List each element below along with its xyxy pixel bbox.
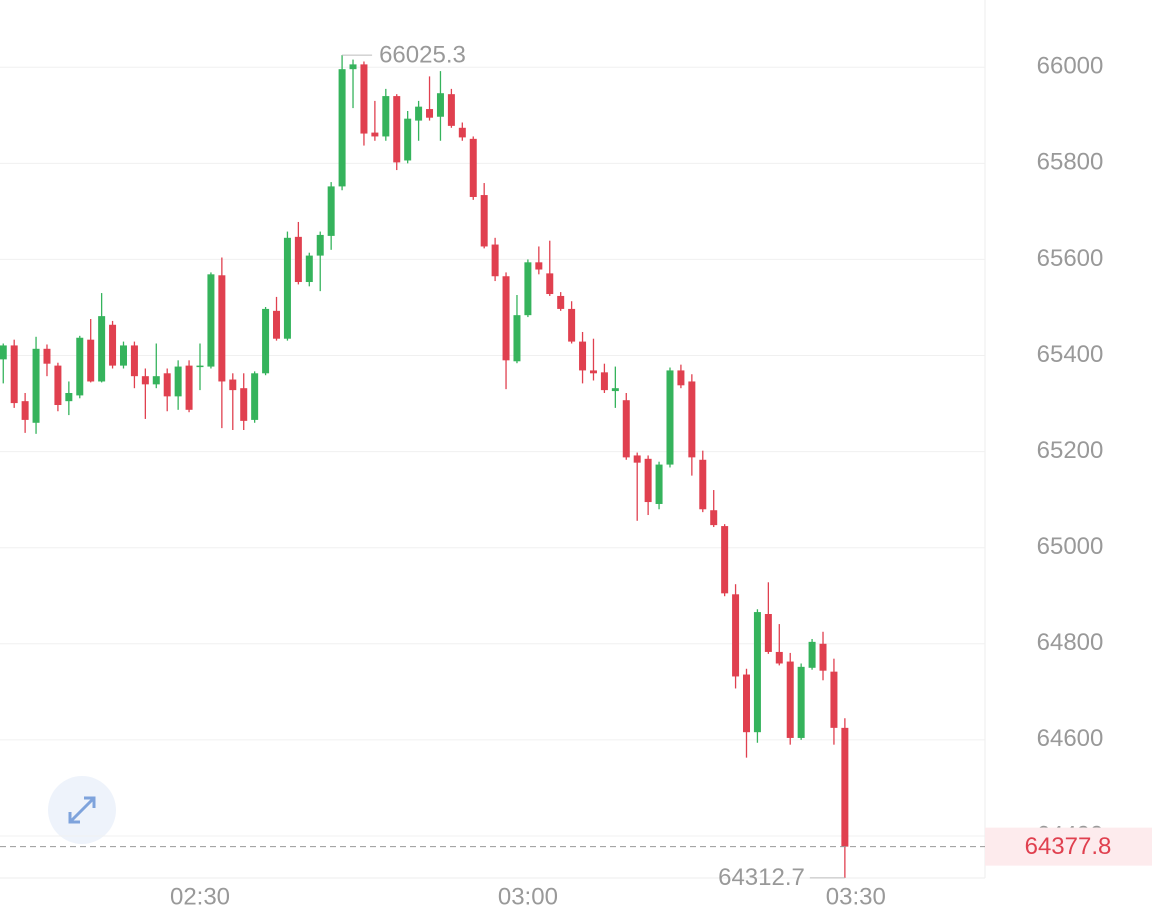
candle-body <box>524 262 532 316</box>
candle-body <box>218 275 226 382</box>
candle-body <box>579 341 587 371</box>
candle-body <box>294 236 302 283</box>
candle-body <box>830 671 838 728</box>
candle-body <box>327 186 335 236</box>
candle-body <box>633 455 641 463</box>
candle-body <box>535 262 543 270</box>
candle-body <box>644 458 652 503</box>
candle-body <box>546 273 554 295</box>
x-tick-label: 03:30 <box>826 883 886 910</box>
candle-body <box>743 674 750 733</box>
candle-body <box>273 310 281 339</box>
y-tick-label: 65800 <box>1037 149 1104 176</box>
candle-body <box>338 69 346 187</box>
candle-body <box>305 255 313 283</box>
candle-body <box>447 94 455 126</box>
candle-body <box>10 345 18 404</box>
candle-body <box>119 345 127 366</box>
candle-body <box>240 388 248 421</box>
candle-body <box>141 376 149 385</box>
y-tick-label: 64600 <box>1037 725 1104 752</box>
candle-body <box>316 234 324 256</box>
candle-body <box>688 381 696 458</box>
candle-body <box>360 64 368 134</box>
expand-button[interactable] <box>48 776 116 844</box>
y-tick-label: 64800 <box>1037 629 1104 656</box>
y-tick-label: 65600 <box>1037 245 1104 272</box>
candle-body <box>699 459 707 510</box>
candle-body <box>174 366 182 397</box>
candle-body <box>76 337 84 396</box>
candle-body <box>568 308 576 342</box>
candle-body <box>589 370 597 374</box>
candle-body <box>21 401 29 420</box>
candle-body <box>65 392 73 402</box>
x-tick-label: 02:30 <box>170 883 230 910</box>
candle-body <box>436 93 444 117</box>
candle-body <box>677 370 685 386</box>
high-label: 66025.3 <box>379 41 466 68</box>
candle-body <box>622 400 630 458</box>
y-tick-label: 65000 <box>1037 533 1104 560</box>
candle-body <box>655 464 663 504</box>
candle-body <box>426 109 434 118</box>
candle-body <box>753 612 761 733</box>
candle-body <box>382 96 390 137</box>
candle-body <box>130 345 138 377</box>
candle-body <box>404 118 412 161</box>
candle-body <box>251 373 259 420</box>
candle-body <box>764 613 772 652</box>
y-tick-label: 65200 <box>1037 437 1104 464</box>
candle-body <box>775 651 783 664</box>
candle-body <box>393 96 401 163</box>
candle-body <box>0 345 7 360</box>
candle-body <box>469 138 477 197</box>
candle-body <box>185 365 193 410</box>
candle-body <box>207 274 215 367</box>
candle-body <box>797 666 805 738</box>
candle-body <box>557 295 565 309</box>
low-label: 64312.7 <box>718 864 805 891</box>
candle-body <box>415 106 423 121</box>
candle-body <box>349 64 357 70</box>
candle-body <box>371 132 379 137</box>
candle-body <box>513 315 521 362</box>
candle-body <box>87 339 95 382</box>
candle-body <box>502 276 510 361</box>
candle-body <box>152 376 160 385</box>
candle-body <box>600 372 608 391</box>
candle-body <box>732 594 740 677</box>
candle-body <box>458 127 466 138</box>
last-price-tag <box>985 827 1152 866</box>
candle-body <box>229 379 237 391</box>
y-tick-label: 66000 <box>1037 53 1104 80</box>
candle-body <box>611 388 619 392</box>
candle-body <box>819 643 827 671</box>
candle-body <box>54 365 62 406</box>
candle-body <box>491 244 499 277</box>
candle-body <box>786 661 794 738</box>
y-tick-label: 65400 <box>1037 341 1104 368</box>
candle-body <box>283 237 291 339</box>
candle-body <box>98 316 106 382</box>
last-price-label: 64377.8 <box>1025 833 1112 860</box>
candle-body <box>43 348 51 364</box>
candle-body <box>32 348 40 423</box>
candle-body <box>721 526 729 594</box>
candle-body <box>480 195 488 247</box>
candle-body <box>196 365 204 368</box>
x-tick-label: 03:00 <box>498 883 558 910</box>
expand-icon <box>68 796 96 824</box>
candle-body <box>808 641 816 668</box>
candle-body <box>841 727 849 847</box>
candle-body <box>109 324 117 366</box>
candle-body <box>163 373 171 397</box>
candle-body <box>710 510 718 526</box>
candle-body <box>666 370 674 465</box>
candle-body <box>262 308 270 374</box>
